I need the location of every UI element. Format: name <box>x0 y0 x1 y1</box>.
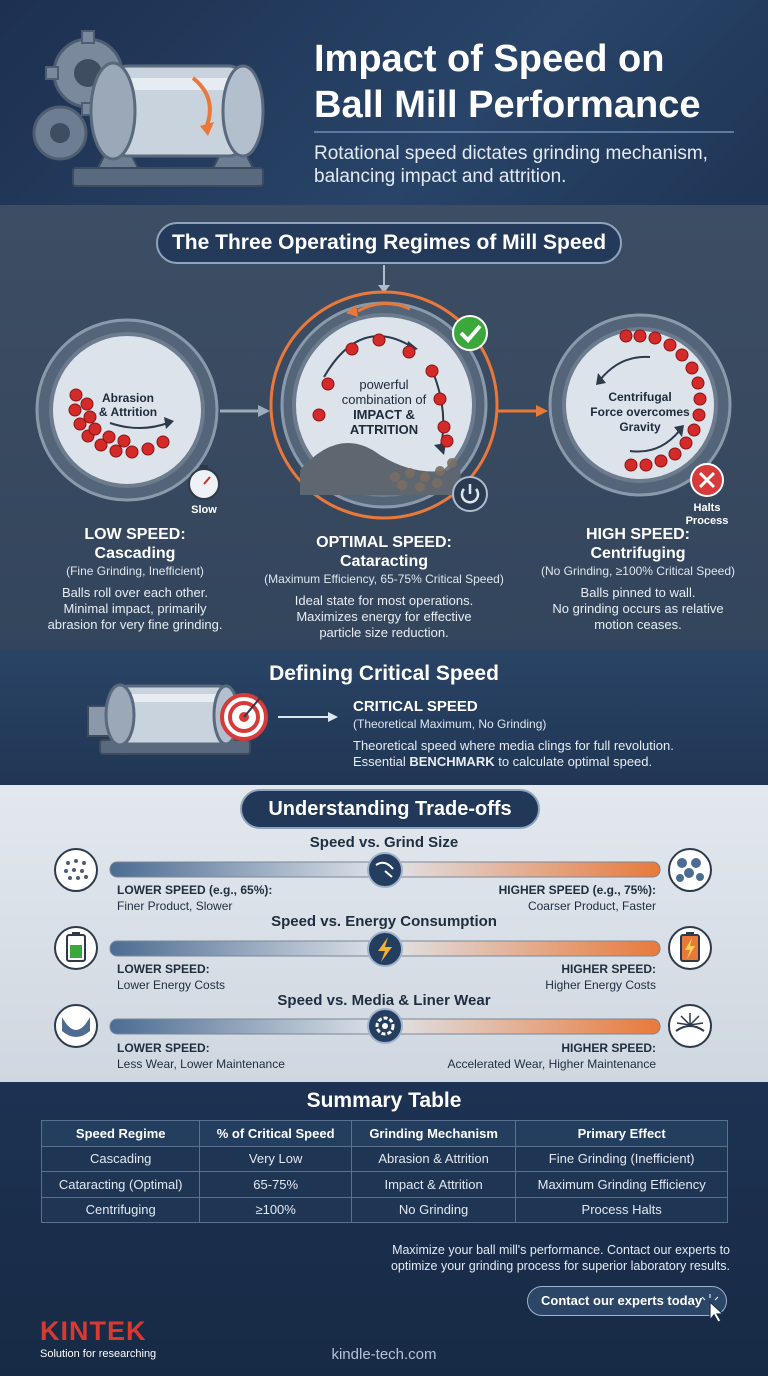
close-icon <box>690 463 724 497</box>
optimal-speed-subtitle: (Maximum Efficiency, 65-75% Critical Spe… <box>264 572 504 586</box>
table-cell: Very Low <box>199 1145 352 1172</box>
column-header: Primary Effect <box>515 1120 728 1147</box>
optimal-circle-label: powerful combination of IMPACT & ATTRITI… <box>341 377 427 437</box>
header-banner: Impact of Speed on Ball Mill Performance… <box>0 0 768 205</box>
tradeoff-grind-left-label: LOWER SPEED (e.g., 65%): <box>117 883 273 897</box>
ball-mill-illustration <box>32 30 265 187</box>
low-speed-subtitle: (Fine Grinding, Inefficient) <box>66 564 204 578</box>
worn-liner-icon <box>54 1004 98 1048</box>
high-speed-description: Balls pinned to wall. No grinding occurs… <box>552 585 724 632</box>
tradeoff-energy-left-text: Lower Energy Costs <box>117 978 226 992</box>
table-cell: ≥100% <box>199 1196 352 1223</box>
critical-speed-heading: Defining Critical Speed <box>269 662 499 685</box>
table-cell: Fine Grinding (Inefficient) <box>515 1145 728 1172</box>
tradeoff-grind-right-text: Coarser Product, Faster <box>527 899 656 913</box>
battery-full-icon <box>54 926 98 970</box>
high-speed-title: HIGH SPEED: Centrifuging <box>585 526 690 562</box>
cursor-icon <box>701 1294 725 1323</box>
slow-badge: Slow <box>191 504 217 516</box>
summary-section: Summary Table Speed Regime % of Critical… <box>0 1082 768 1376</box>
check-icon <box>452 315 488 351</box>
stopwatch-icon <box>188 465 220 500</box>
lightning-bolt-icon <box>367 931 403 967</box>
tradeoffs-heading: Understanding Trade-offs <box>240 789 540 829</box>
critical-speed-subtitle: (Theoretical Maximum, No Grinding) <box>353 717 547 731</box>
column-header: Grinding Mechanism <box>350 1120 517 1147</box>
title-divider <box>314 131 734 133</box>
page-subtitle: Rotational speed dictates grinding mecha… <box>314 143 708 187</box>
regimes-section: The Three Operating Regimes of Mill Spee… <box>0 205 768 650</box>
summary-heading: Summary Table <box>306 1089 462 1112</box>
table-row: Cascading Very Low Abrasion & Attrition … <box>40 1145 728 1172</box>
tradeoffs-diagram <box>54 848 712 1048</box>
critical-speed-title: CRITICAL SPEED <box>353 698 478 715</box>
regimes-heading: The Three Operating Regimes of Mill Spee… <box>156 222 622 264</box>
gear-icon <box>32 105 88 161</box>
high-circle-label: Centrifugal Force overcomes Gravity <box>590 390 690 434</box>
power-icon <box>452 476 488 512</box>
kintek-logo: KINTEK <box>40 1316 147 1346</box>
critical-speed-section: Defining Critical Speed CRITICAL SPEED (… <box>0 650 768 785</box>
tradeoff-energy-right-text: Higher Energy Costs <box>545 978 656 992</box>
table-cell: Maximum Grinding Efficiency <box>515 1171 728 1198</box>
speed-dial-icon <box>367 852 403 888</box>
table-cell: Cascading <box>40 1145 201 1172</box>
summary-table: Speed Regime % of Critical Speed Grindin… <box>40 1120 728 1223</box>
website-url: kindle-tech.com <box>331 1346 437 1363</box>
low-speed-title: LOW SPEED: Cascading <box>84 526 186 562</box>
low-speed-description: Balls roll over each other. Minimal impa… <box>47 585 223 632</box>
tradeoff-wear-title: Speed vs. Media & Liner Wear <box>277 992 491 1009</box>
coarse-particles-icon <box>668 848 712 892</box>
table-cell: 65-75% <box>199 1171 352 1198</box>
tradeoff-grind-left-text: Finer Product, Slower <box>117 899 233 913</box>
page-title: Impact of Speed on Ball Mill Performance <box>314 38 701 126</box>
logo-tagline: Solution for researching <box>40 1348 157 1360</box>
tradeoff-energy-title: Speed vs. Energy Consumption <box>271 913 497 930</box>
tradeoffs-section: Understanding Trade-offs Speed vs. Grind… <box>0 785 768 1082</box>
table-cell: Impact & Attrition <box>350 1171 517 1198</box>
low-speed-drum <box>35 318 219 502</box>
gear-icon <box>367 1008 403 1044</box>
optimal-speed-description: Ideal state for most operations. Maximiz… <box>294 593 474 640</box>
tradeoff-wear-left-label: LOWER SPEED: <box>117 1041 210 1055</box>
halts-badge: Halts Process <box>685 502 729 527</box>
contact-experts-button[interactable]: Contact our experts today <box>527 1286 727 1316</box>
fine-particles-icon <box>54 848 98 892</box>
optimal-speed-title: OPTIMAL SPEED: Cataracting <box>316 534 452 570</box>
battery-charging-icon <box>668 926 712 970</box>
tradeoff-energy-left-label: LOWER SPEED: <box>117 962 210 976</box>
table-cell: Process Halts <box>515 1196 728 1223</box>
column-header: Speed Regime <box>40 1120 201 1147</box>
tradeoff-energy-right-label: HIGHER SPEED: <box>561 962 656 976</box>
critical-speed-illustration <box>87 683 338 755</box>
tradeoff-grind-title: Speed vs. Grind Size <box>309 834 459 851</box>
regimes-diagram <box>35 265 732 520</box>
critical-speed-description: Theoretical speed where media clings for… <box>353 738 674 769</box>
high-speed-subtitle: (No Grinding, ≥100% Critical Speed) <box>540 564 735 578</box>
table-cell: No Grinding <box>350 1196 517 1223</box>
tradeoff-wear-right-text: Accelerated Wear, Higher Maintenance <box>447 1057 656 1071</box>
optimal-speed-drum <box>269 290 499 520</box>
column-header: % of Critical Speed <box>199 1120 352 1147</box>
impact-burst-icon <box>668 1004 712 1048</box>
table-row: Cataracting (Optimal) 65-75% Impact & At… <box>40 1171 728 1198</box>
target-icon <box>220 693 268 741</box>
table-cell: Cataracting (Optimal) <box>40 1171 201 1198</box>
tradeoff-grind-right-label: HIGHER SPEED (e.g., 75%): <box>498 883 656 897</box>
cta-text: Maximize your ball mill's performance. C… <box>390 1243 730 1273</box>
table-cell: Centrifuging <box>40 1196 201 1223</box>
table-cell: Abrasion & Attrition <box>350 1145 517 1172</box>
high-speed-drum <box>548 313 732 497</box>
low-circle-label: Abrasion & Attrition <box>98 391 158 419</box>
table-header-row: Speed Regime % of Critical Speed Grindin… <box>40 1120 728 1147</box>
tradeoff-wear-right-label: HIGHER SPEED: <box>561 1041 656 1055</box>
table-row: Centrifuging ≥100% No Grinding Process H… <box>40 1196 728 1223</box>
tradeoff-wear-left-text: Less Wear, Lower Maintenance <box>117 1057 285 1071</box>
